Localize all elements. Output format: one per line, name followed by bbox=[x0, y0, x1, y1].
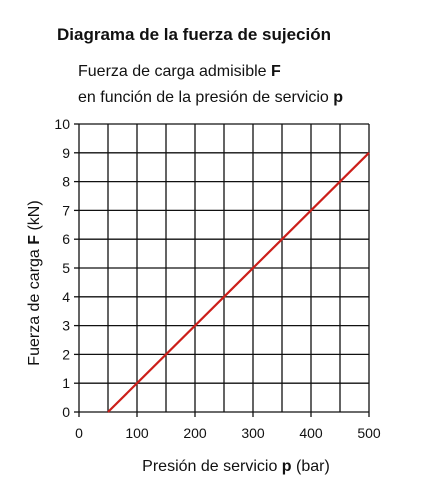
x-axis-label-text: Presión de servicio bbox=[142, 458, 282, 475]
x-axis-label-unit: (bar) bbox=[292, 458, 330, 475]
y-tick-labels: 0 1 2 3 4 5 6 7 8 9 10 bbox=[54, 116, 79, 420]
y-tick-label: 9 bbox=[62, 145, 70, 161]
x-axis-label-symbol: p bbox=[282, 458, 292, 475]
x-tick-label: 300 bbox=[241, 425, 265, 441]
chart-subtitle-line1: Fuerza de carga admisible F bbox=[78, 63, 281, 81]
chart-title: Diagrama de la fuerza de sujeción bbox=[57, 25, 331, 44]
x-tick-label: 200 bbox=[183, 425, 207, 441]
series-line bbox=[107, 152, 370, 413]
y-tick-label: 1 bbox=[62, 375, 70, 391]
x-tick-label: 500 bbox=[357, 425, 381, 441]
y-tick-label: 6 bbox=[62, 231, 70, 247]
x-tick-label: 400 bbox=[299, 425, 323, 441]
x-axis-label: Presión de servicio p (bar) bbox=[142, 458, 330, 475]
y-axis-label-symbol: F bbox=[26, 235, 43, 245]
y-tick-label: 5 bbox=[62, 260, 70, 276]
x-tick-label: 0 bbox=[75, 425, 83, 441]
y-axis-label-unit: (kN) bbox=[26, 200, 43, 235]
y-axis-label: Fuerza de carga F (kN) bbox=[26, 200, 43, 365]
y-axis-label-text: Fuerza de carga bbox=[26, 245, 43, 366]
chart-subtitle-line2: en función de la presión de servicio p bbox=[78, 89, 343, 107]
x-tick-label: 100 bbox=[125, 425, 149, 441]
y-tick-label: 10 bbox=[54, 116, 70, 132]
y-tick-label: 4 bbox=[62, 289, 70, 305]
subtitle-line2-text: en función de la presión de servicio bbox=[78, 89, 334, 106]
y-tick-label: 2 bbox=[62, 346, 70, 362]
y-tick-label: 3 bbox=[62, 318, 70, 334]
series-group bbox=[107, 152, 370, 413]
y-tick-label: 0 bbox=[62, 404, 70, 420]
y-tick-label: 7 bbox=[62, 202, 70, 218]
y-tick-label: 8 bbox=[62, 174, 70, 190]
subtitle-line2-symbol: p bbox=[333, 89, 344, 106]
subtitle-line1-text: Fuerza de carga admisible bbox=[78, 63, 271, 80]
grid-lines bbox=[78, 123, 370, 413]
x-tick-labels: 0 100 200 300 400 500 bbox=[75, 412, 381, 441]
subtitle-line1-symbol: F bbox=[270, 63, 281, 80]
